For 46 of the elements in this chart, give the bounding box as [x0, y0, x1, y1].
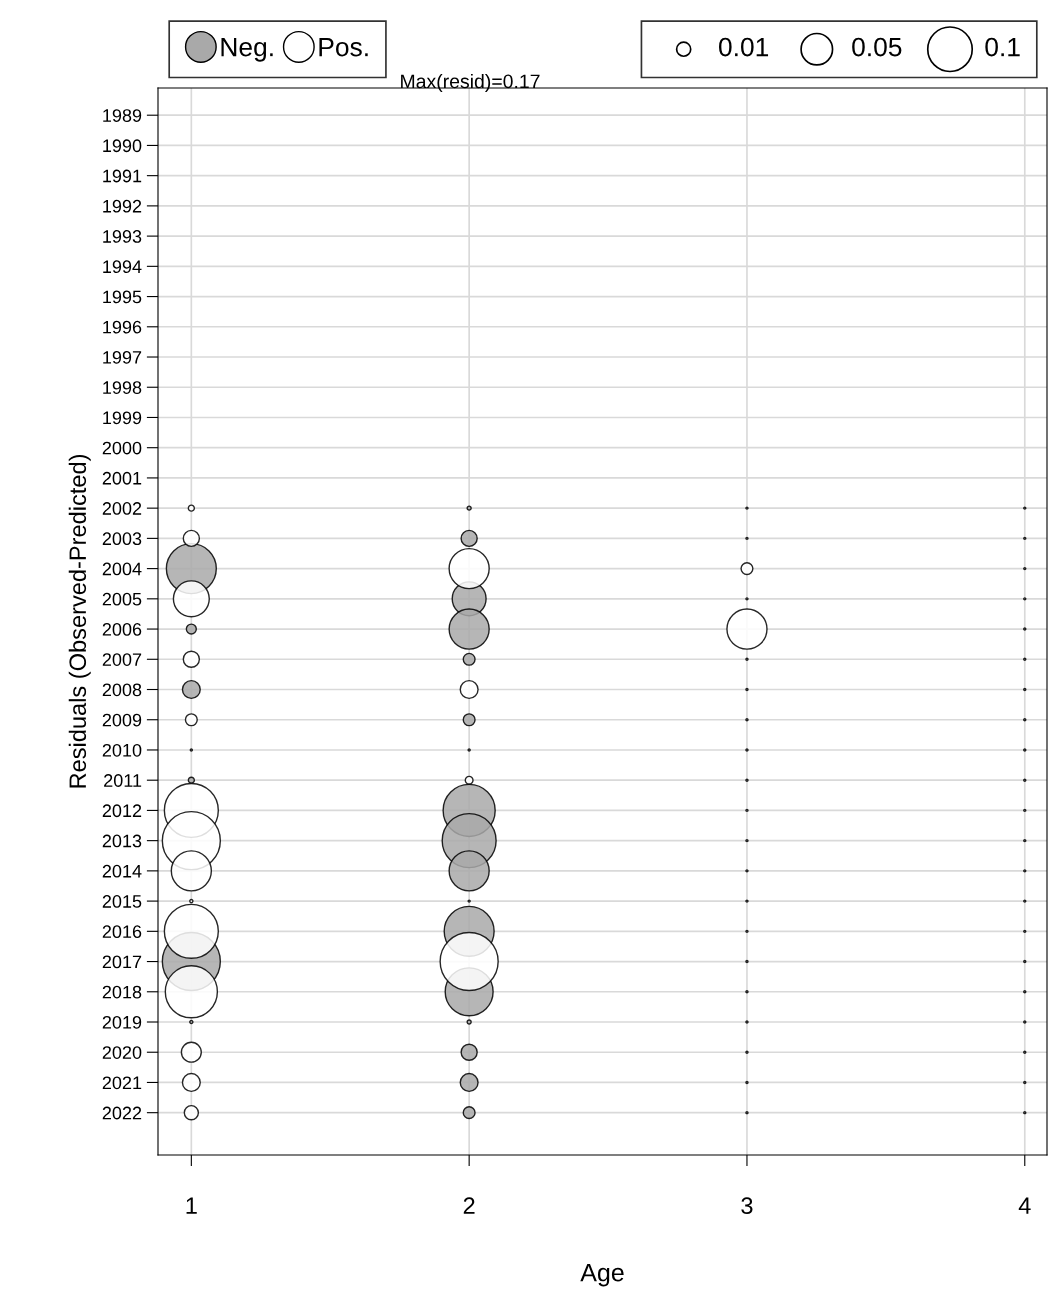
y-tick-label: 2007 — [102, 653, 142, 666]
y-tick-label: 2019 — [102, 1015, 142, 1029]
y-tick-label: 1990 — [103, 139, 142, 153]
x-tick-label: 1 — [186, 1197, 197, 1214]
x-axis-title: Age — [580, 1264, 624, 1287]
y-tick-label: 1995 — [103, 290, 142, 304]
y-tick-label: 1992 — [103, 199, 142, 213]
y-tick-label: 2015 — [102, 895, 142, 908]
y-tick-label: 2010 — [102, 743, 142, 757]
y-tick-label: 1996 — [103, 320, 142, 334]
y-tick-label: 1991 — [103, 169, 142, 183]
legend-label: 0.05 — [852, 37, 902, 57]
y-tick-label: 2020 — [102, 1046, 142, 1059]
legend-label: Pos. — [319, 38, 368, 57]
legend-label: 0.01 — [719, 37, 769, 57]
legend-label: Neg. — [221, 38, 273, 62]
y-tick-label: 2006 — [102, 622, 142, 636]
x-tick-label: 4 — [1018, 1197, 1031, 1214]
x-tick-label: 2 — [463, 1197, 475, 1214]
y-tick-label: 2022 — [102, 1106, 142, 1120]
annotation: Max(resid)=0.17 — [401, 73, 540, 93]
y-tick-label: 2000 — [102, 441, 142, 455]
y-tick-label: 1993 — [103, 230, 142, 243]
y-tick-label: 2017 — [102, 955, 142, 969]
legend-label: 0.1 — [985, 37, 1020, 57]
y-axis-title: Residuals (Observed-Predicted) — [68, 454, 91, 788]
y-tick-label: 2014 — [102, 864, 142, 878]
y-tick-label: 2001 — [102, 471, 142, 485]
y-tick-label: 2003 — [102, 532, 142, 546]
y-tick-label: 2016 — [102, 925, 142, 939]
y-tick-label: 2012 — [102, 804, 142, 818]
y-tick-label: 2002 — [102, 502, 142, 515]
y-tick-label: 1997 — [103, 350, 142, 364]
y-tick-label: 1999 — [103, 411, 142, 425]
y-tick-label: 2018 — [102, 985, 142, 999]
y-tick-label: 1994 — [103, 260, 142, 274]
y-tick-label: 2004 — [102, 562, 142, 576]
y-tick-label: 2011 — [104, 774, 142, 787]
y-tick-label: 2005 — [102, 592, 142, 606]
x-tick-label: 3 — [741, 1197, 753, 1215]
y-tick-label: 1998 — [103, 381, 142, 394]
y-tick-label: 1989 — [103, 109, 142, 122]
y-tick-label: 2009 — [102, 713, 142, 727]
y-tick-label: 2013 — [102, 834, 142, 848]
y-tick-label: 2008 — [102, 683, 142, 697]
y-tick-label: 2021 — [102, 1076, 142, 1090]
